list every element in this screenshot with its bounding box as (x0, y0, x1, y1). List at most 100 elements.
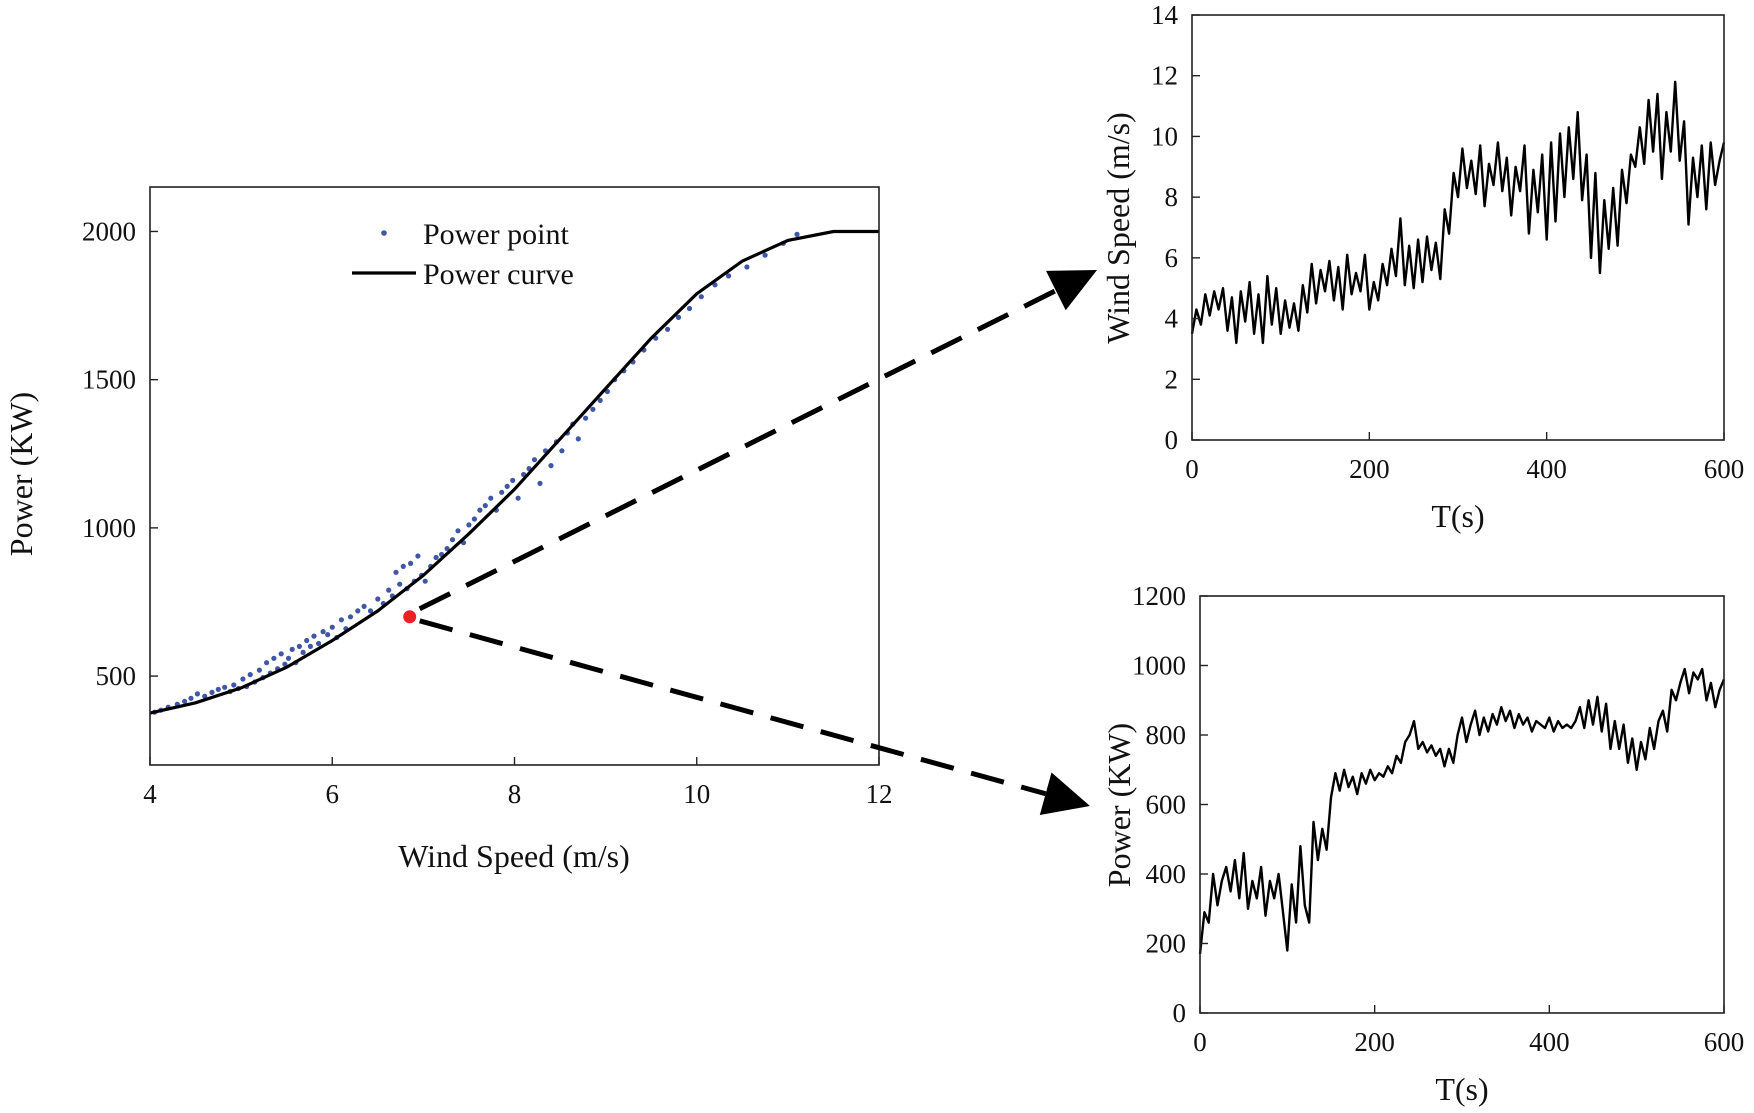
power-curve-x-tick-label: 8 (508, 779, 522, 809)
power-time-y-tick-label: 0 (1173, 998, 1187, 1028)
power-point-marker (247, 672, 253, 678)
power-point-marker (726, 273, 732, 279)
power-point-marker (488, 495, 494, 501)
power-time-y-tick-label: 400 (1146, 859, 1187, 889)
power-curve-x-tick-label: 6 (326, 779, 340, 809)
wind-speed-y-tick-label: 2 (1165, 364, 1179, 394)
power-curve-x-tick-label: 10 (683, 779, 710, 809)
power-time-x-axis-label: T(s) (1435, 1071, 1488, 1107)
power-point-marker (531, 457, 538, 463)
power-point-marker (375, 596, 381, 602)
power-point-marker (762, 252, 768, 258)
power-time-y-tick-label: 200 (1146, 929, 1187, 959)
legend-entry-power-point: Power point (423, 218, 569, 251)
wind-speed-y-tick-label: 12 (1151, 61, 1178, 91)
power-point-marker (289, 646, 295, 653)
power-time-x-tick-label: 400 (1529, 1027, 1570, 1057)
power-point-marker (515, 495, 521, 501)
wind-speed-y-tick-label: 10 (1151, 121, 1178, 151)
power-point-marker (182, 698, 188, 704)
power-time-y-axis-label: Power (KW) (1101, 723, 1137, 887)
power-point-marker (355, 608, 361, 614)
power-curve-y-tick-label: 1500 (82, 365, 136, 395)
power-point-marker (194, 691, 200, 697)
power-point-marker (397, 581, 403, 587)
power-point-marker (202, 693, 208, 699)
power-point-marker (675, 314, 682, 320)
wind-speed-x-tick-label: 200 (1349, 454, 1390, 484)
wind-speed-plot-area (1190, 80, 1726, 345)
power-point-marker (466, 522, 472, 528)
power-point-marker (499, 489, 505, 495)
power-curve-x-tick-label: 12 (866, 779, 893, 809)
power-time-plot-frame (1199, 595, 1725, 1014)
power-point-marker (307, 643, 313, 650)
power-point-marker (408, 560, 414, 567)
wind-speed-chart: 0 200 400 600 0 2 4 6 8 10 12 14 T(s) Wind Speed (m… (1100, 0, 1744, 534)
power-point-marker (325, 632, 331, 638)
wind-speed-y-tick-label: 4 (1165, 304, 1179, 334)
legend-entry-power-curve: Power curve (423, 258, 574, 291)
power-point-marker (367, 608, 374, 614)
power-curve-x-axis-label: Wind Speed (m/s) (398, 838, 630, 874)
power-time-y-tick-label: 1000 (1132, 651, 1186, 681)
power-curve-x-tick-label: 4 (143, 779, 157, 809)
power-point-marker (415, 553, 421, 559)
power-time-x-tick-label: 200 (1354, 1027, 1395, 1057)
wind-speed-y-axis-label: Wind Speed (m/s) (1100, 112, 1136, 344)
wind-speed-x-tick-label: 400 (1526, 454, 1567, 484)
power-curve-line (149, 229, 879, 715)
power-time-y-tick-label: 1200 (1132, 581, 1186, 611)
power-point-marker (686, 305, 693, 312)
power-point-marker (471, 516, 477, 522)
power-point-marker (215, 686, 221, 693)
arrow-to-power-time-chart-shaft (419, 618, 1047, 797)
power-point-marker (400, 563, 406, 570)
power-point-marker (455, 528, 461, 534)
power-point-marker (537, 480, 543, 486)
power-curve-y-axis-label: Power (KW) (3, 392, 39, 556)
power-point-marker (231, 682, 237, 688)
power-point-marker (304, 637, 310, 644)
power-point-marker (264, 660, 270, 666)
power-point-marker (433, 554, 439, 561)
wind-speed-x-axis-label: T(s) (1431, 498, 1484, 534)
power-point-marker (311, 633, 317, 639)
power-curve-ticks: 4 6 8 10 12 500 1000 1500 2000 (82, 216, 893, 809)
arrow-to-wind-speed-chart-shaft (418, 288, 1057, 612)
power-point-marker (665, 326, 671, 332)
highlighted-operating-point (403, 610, 417, 624)
power-curve-plot-area (149, 229, 879, 715)
power-time-x-tick-label: 600 (1704, 1027, 1745, 1057)
power-point-marker (361, 603, 367, 610)
power-time-ticks: 0 200 400 600 0 200 400 600 800 1000 1200 (1132, 581, 1744, 1057)
arrow-to-power-time-chart-head (1039, 772, 1090, 815)
power-point-marker (590, 406, 596, 412)
power-point-marker (575, 436, 581, 442)
power-point-marker (285, 655, 292, 661)
power-point-marker (504, 483, 510, 489)
power-point-marker (548, 463, 554, 469)
wind-speed-y-tick-label: 8 (1165, 182, 1179, 212)
power-point-marker (744, 264, 750, 270)
power-point-marker (282, 661, 288, 667)
wind-speed-y-tick-label: 6 (1165, 243, 1179, 273)
power-point-marker (320, 629, 326, 635)
wind-speed-series-line (1190, 80, 1726, 345)
wind-speed-x-tick-label: 600 (1704, 454, 1745, 484)
wind-speed-y-tick-label: 14 (1151, 0, 1179, 30)
power-point-marker (222, 684, 228, 690)
wind-speed-ticks: 0 200 400 600 0 2 4 6 8 10 12 14 (1151, 0, 1744, 484)
power-point-marker (444, 546, 450, 552)
power-point-marker (278, 651, 284, 657)
power-point-marker (393, 569, 399, 575)
arrow-to-wind-speed-chart-head (1046, 270, 1097, 311)
power-point-marker (188, 695, 194, 701)
wind-speed-y-tick-label: 0 (1165, 425, 1179, 455)
power-point-marker (422, 578, 428, 584)
power-point-marker (477, 507, 483, 513)
power-point-marker (449, 537, 456, 543)
power-point-marker (256, 667, 262, 673)
